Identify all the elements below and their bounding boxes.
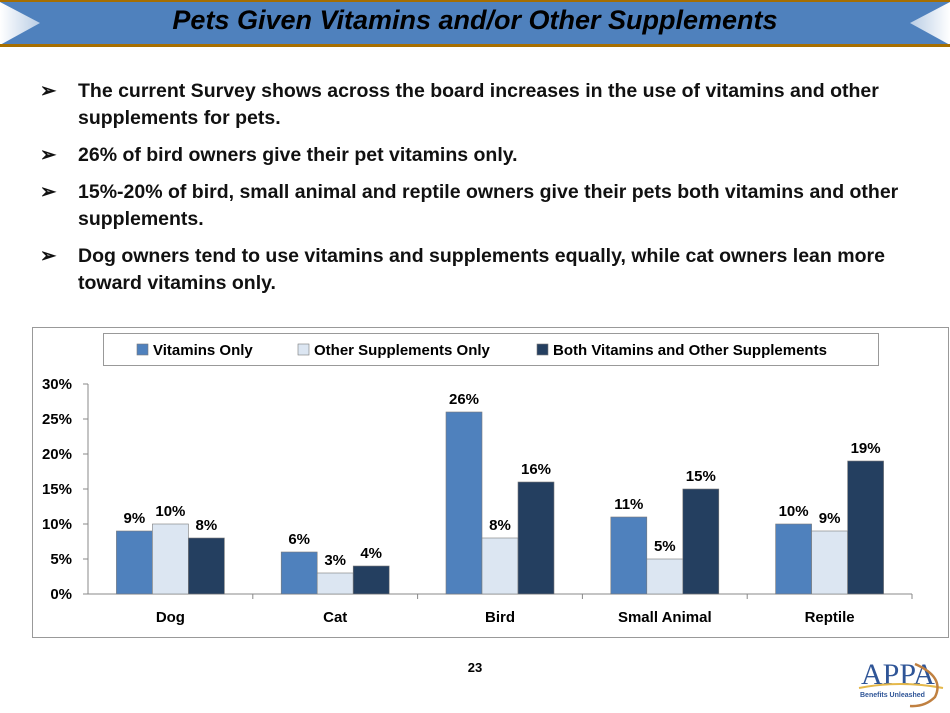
bullet-text: 26% of bird owners give their pet vitami… bbox=[78, 144, 518, 166]
y-tick-label: 15% bbox=[42, 481, 72, 498]
bar-dog bbox=[188, 537, 225, 595]
legend bbox=[103, 333, 879, 366]
data-label: 10% bbox=[779, 503, 809, 520]
bullet-item: ➢ 15%-20% of bird, small animal and repti… bbox=[40, 179, 930, 233]
legend-swatch bbox=[297, 343, 310, 356]
page-title: Pets Given Vitamins and/or Other Supplem… bbox=[172, 5, 778, 35]
bar-small-animal bbox=[682, 488, 720, 595]
bar-reptile bbox=[775, 523, 812, 595]
y-tick-label: 25% bbox=[42, 411, 72, 428]
y-tick-label: 5% bbox=[50, 551, 72, 568]
x-tick-label: Small Animal bbox=[618, 609, 712, 626]
bullet-text: The current Survey shows across the boar… bbox=[78, 80, 879, 129]
bullet-text: Dog owners tend to use vitamins and supp… bbox=[78, 245, 885, 294]
y-tick-label: 10% bbox=[42, 516, 72, 533]
data-label: 19% bbox=[851, 440, 881, 457]
data-label: 16% bbox=[521, 461, 551, 478]
data-label: 15% bbox=[686, 468, 716, 485]
svg-text:Benefits Unleashed: Benefits Unleashed bbox=[860, 692, 925, 699]
bar-small-animal bbox=[646, 558, 684, 595]
bullet-item: ➢ Dog owners tend to use vitamins and sup… bbox=[40, 243, 930, 297]
bar-bird bbox=[517, 481, 555, 595]
bullet-item: ➢ 26% of bird owners give their pet vitam… bbox=[40, 142, 930, 169]
x-tick-label: Reptile bbox=[805, 609, 855, 626]
y-tick-label: 0% bbox=[50, 586, 72, 603]
bar-cat bbox=[280, 551, 318, 595]
bullet-list: ➢ The current Survey shows across the boa… bbox=[40, 78, 930, 307]
arrowhead-bullet-icon: ➢ bbox=[40, 144, 57, 166]
bar-bird bbox=[481, 537, 519, 595]
data-label: 9% bbox=[819, 510, 841, 527]
data-label: 3% bbox=[324, 552, 346, 569]
y-tick-label: 20% bbox=[42, 446, 72, 463]
chart-frame bbox=[32, 327, 949, 638]
legend-label: Both Vitamins and Other Supplements bbox=[553, 342, 827, 359]
page-number: 23 bbox=[467, 660, 483, 675]
x-tick-label: Cat bbox=[323, 609, 347, 626]
x-tick-label: Dog bbox=[156, 609, 185, 626]
legend-swatch bbox=[136, 343, 149, 356]
data-label: 8% bbox=[196, 517, 218, 534]
data-label: 5% bbox=[654, 538, 676, 555]
bullet-text: 15%-20% of bird, small animal and reptil… bbox=[78, 181, 899, 230]
data-label: 9% bbox=[124, 510, 146, 527]
y-tick-label: 30% bbox=[42, 376, 72, 393]
arrowhead-bullet-icon: ➢ bbox=[40, 181, 57, 203]
legend-label: Other Supplements Only bbox=[314, 342, 491, 359]
appa-logo: APPA Benefits Unleashed bbox=[858, 658, 944, 708]
bar-reptile bbox=[847, 460, 884, 595]
data-label: 8% bbox=[489, 517, 511, 534]
data-label: 26% bbox=[449, 391, 479, 408]
data-label: 11% bbox=[614, 496, 643, 513]
data-label: 6% bbox=[288, 531, 310, 548]
bar-cat bbox=[316, 572, 354, 595]
bar-cat bbox=[352, 565, 390, 595]
bar-bird bbox=[445, 411, 483, 595]
bullet-item: ➢ The current Survey shows across the boa… bbox=[40, 78, 930, 132]
title-banner bbox=[0, 0, 950, 47]
bar-reptile bbox=[811, 530, 848, 595]
data-label: 4% bbox=[360, 545, 382, 562]
bar-dog bbox=[152, 523, 189, 595]
data-label: 10% bbox=[155, 503, 185, 520]
legend-label: Vitamins Only bbox=[153, 342, 253, 359]
arrowhead-bullet-icon: ➢ bbox=[40, 245, 57, 267]
x-tick-label: Bird bbox=[485, 609, 515, 626]
bar-dog bbox=[116, 530, 153, 595]
legend-swatch bbox=[536, 343, 549, 356]
bar-small-animal bbox=[610, 516, 648, 595]
arrowhead-bullet-icon: ➢ bbox=[40, 80, 57, 102]
